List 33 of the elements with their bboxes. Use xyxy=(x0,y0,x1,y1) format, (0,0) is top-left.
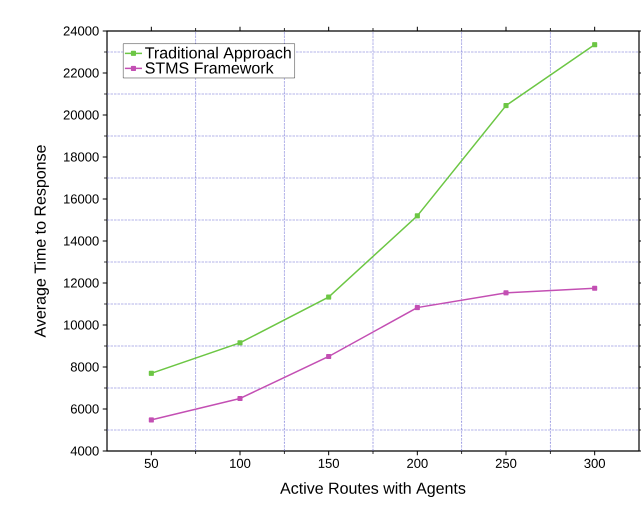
x-tick-label: 50 xyxy=(144,458,158,468)
y-tick-label: 10000 xyxy=(64,320,99,330)
x-axis-title: Active Routes with Agents xyxy=(280,482,466,498)
y-tick-label: 24000 xyxy=(64,26,99,36)
y-tick-label: 6000 xyxy=(70,404,99,414)
x-tick-label: 150 xyxy=(318,458,340,468)
x-tick-label: 300 xyxy=(584,458,606,468)
legend-label: STMS Framework xyxy=(145,62,274,74)
point xyxy=(503,102,509,108)
point xyxy=(326,294,332,300)
y-tick-label: 22000 xyxy=(64,68,99,78)
y-axis-title: Average Time to Response xyxy=(34,145,49,338)
x-tick-label: 250 xyxy=(496,458,516,468)
x-tick-label: 200 xyxy=(407,458,428,468)
point xyxy=(326,354,332,360)
point xyxy=(414,305,420,310)
point xyxy=(148,417,154,422)
y-tick-label: 8000 xyxy=(70,362,99,372)
y-tick-label: 18000 xyxy=(64,152,99,162)
y-tick-label: 20000 xyxy=(64,110,99,120)
y-tick-label: 12000 xyxy=(64,278,99,288)
y-tick-label: 14000 xyxy=(64,236,99,246)
point xyxy=(148,370,154,376)
point xyxy=(237,340,243,346)
y-tick-label: 16000 xyxy=(64,194,99,204)
point xyxy=(414,213,420,218)
point xyxy=(503,290,509,296)
legend-label: Traditional Approach xyxy=(145,46,291,62)
point xyxy=(592,286,598,291)
x-tick-label: 100 xyxy=(230,458,250,468)
y-tick-label: 4000 xyxy=(70,446,99,456)
point xyxy=(237,396,243,402)
point xyxy=(592,42,598,48)
